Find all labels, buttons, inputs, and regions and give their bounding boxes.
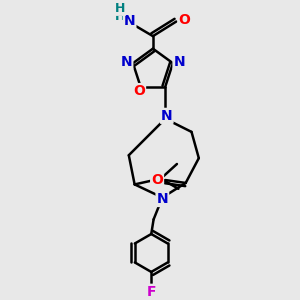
Text: O: O	[133, 84, 145, 98]
Text: N: N	[124, 14, 135, 28]
Text: N: N	[161, 109, 172, 123]
Text: N: N	[173, 55, 185, 69]
Text: H: H	[115, 2, 125, 15]
Text: F: F	[146, 285, 156, 299]
Text: H: H	[115, 10, 125, 23]
Text: O: O	[178, 13, 190, 27]
Text: N: N	[157, 192, 168, 206]
Text: N: N	[121, 55, 132, 69]
Text: O: O	[151, 173, 163, 187]
